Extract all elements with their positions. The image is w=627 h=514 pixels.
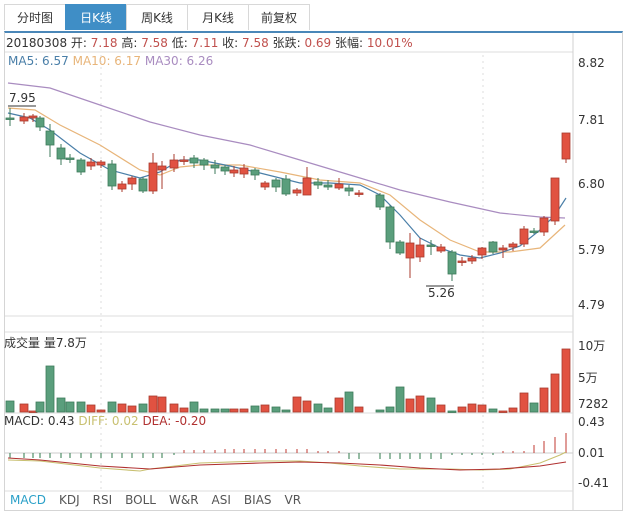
price-axis-tick: 7.81 bbox=[578, 113, 605, 127]
period-tabs: 分时图 日K线 周K线 月K线 前复权 bbox=[4, 4, 310, 31]
close-value: 7.58 bbox=[242, 36, 269, 50]
indicator-tab-wr[interactable]: W&R bbox=[168, 493, 199, 507]
pct-value: 10.01% bbox=[366, 36, 413, 50]
max-price-annotation: 7.95 bbox=[9, 91, 36, 105]
low-value: 7.11 bbox=[191, 36, 219, 50]
indicator-tabs: MACD KDJ RSI BOLL W&R ASI BIAS VR bbox=[10, 493, 314, 507]
indicator-tab-rsi[interactable]: RSI bbox=[92, 493, 113, 507]
indicator-tab-vr[interactable]: VR bbox=[284, 493, 302, 507]
volume-legend: 成交量 量7.8万 bbox=[4, 334, 87, 351]
ohlc-info-bar: 20180308 开: 7.18 高: 7.58 低: 7.11 收: 7.58… bbox=[6, 33, 413, 53]
ma30-label: MA30: 6.26 bbox=[144, 54, 214, 68]
indicator-tab-asi[interactable]: ASI bbox=[211, 493, 231, 507]
change-value: 0.69 bbox=[304, 36, 332, 50]
pct-label: 张幅: bbox=[335, 36, 364, 50]
tab-weekly-k[interactable]: 周K线 bbox=[126, 4, 188, 30]
price-axis-tick: 8.82 bbox=[578, 56, 605, 70]
open-label: 开: bbox=[70, 36, 87, 50]
open-value: 7.18 bbox=[90, 36, 118, 50]
macd-value: MACD: 0.43 bbox=[4, 414, 75, 428]
macd-axis-tick: 0.01 bbox=[578, 446, 605, 460]
high-value: 7.58 bbox=[141, 36, 168, 50]
tab-forward-adjusted[interactable]: 前复权 bbox=[248, 4, 310, 30]
macd-axis-tick: 0.43 bbox=[578, 415, 605, 429]
min-price-annotation: 5.26 bbox=[428, 286, 455, 300]
low-label: 低: bbox=[171, 36, 188, 50]
date: 20180308 bbox=[6, 36, 68, 50]
indicator-tab-macd[interactable]: MACD bbox=[10, 493, 46, 507]
tab-daily-k[interactable]: 日K线 bbox=[65, 4, 127, 30]
volume-axis-tick: 10万 bbox=[578, 339, 606, 353]
indicator-tab-bias[interactable]: BIAS bbox=[243, 493, 272, 507]
volume-axis-tick: 5万 bbox=[578, 371, 598, 385]
volume-axis-tick: 7282 bbox=[578, 397, 609, 411]
ma-legend: MA5: 6.57 MA10: 6.17 MA30: 6.26 bbox=[8, 53, 213, 69]
ma10-label: MA10: 6.17 bbox=[72, 54, 142, 68]
indicator-tab-kdj[interactable]: KDJ bbox=[58, 493, 80, 507]
close-label: 收: bbox=[222, 36, 239, 50]
tab-monthly-k[interactable]: 月K线 bbox=[187, 4, 249, 30]
change-label: 张跌: bbox=[272, 36, 301, 50]
ma5-label: MA5: 6.57 bbox=[8, 54, 69, 68]
macd-axis-tick: -0.41 bbox=[578, 476, 610, 490]
volume-value: 量7.8万 bbox=[43, 336, 87, 350]
price-axis-tick: 4.79 bbox=[578, 298, 605, 312]
high-label: 高: bbox=[121, 36, 138, 50]
diff-value: DIFF: 0.02 bbox=[78, 414, 139, 428]
price-axis-tick: 6.80 bbox=[578, 177, 605, 191]
volume-label: 成交量 bbox=[4, 336, 41, 350]
macd-legend: MACD: 0.43 DIFF: 0.02 DEA: -0.20 bbox=[4, 414, 206, 428]
indicator-tab-boll[interactable]: BOLL bbox=[125, 493, 156, 507]
price-axis-tick: 5.79 bbox=[578, 243, 605, 257]
tab-intraday[interactable]: 分时图 bbox=[4, 4, 66, 30]
chart-frame bbox=[4, 31, 623, 511]
dea-value: DEA: -0.20 bbox=[142, 414, 207, 428]
